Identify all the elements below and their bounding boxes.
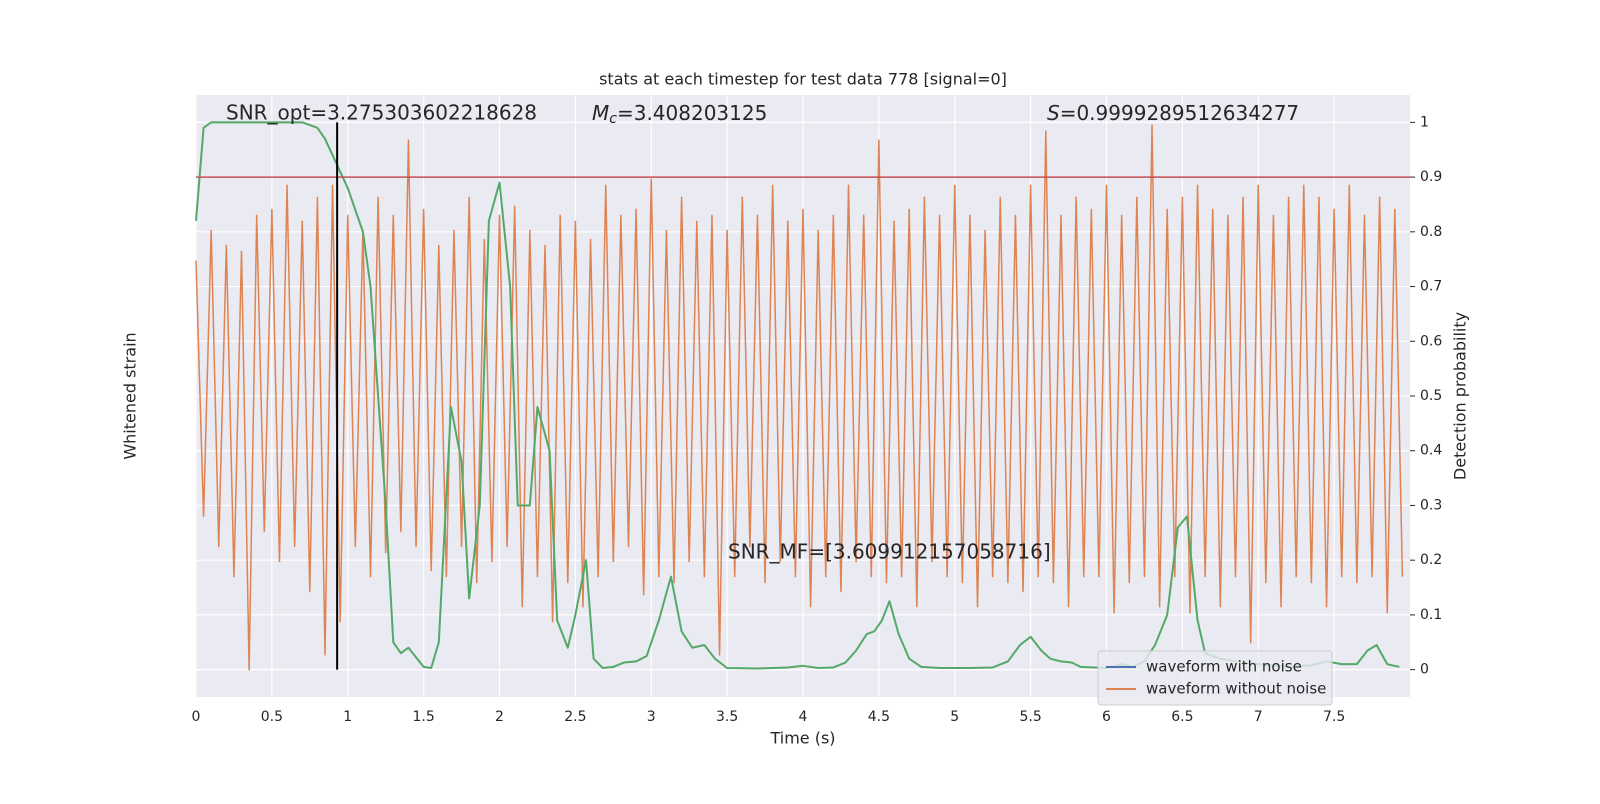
x-tick-label: 0.5: [261, 709, 283, 725]
legend-box: [1097, 650, 1333, 706]
annotation: SNR_opt=3.275303602218628: [226, 101, 537, 125]
y2-tick-label: 0: [1420, 662, 1429, 678]
y2-tick-label: 0.9: [1420, 169, 1442, 185]
x-tick-label: 1.5: [412, 709, 434, 725]
x-tick-label: 0: [192, 709, 201, 725]
x-tick-label: 7.5: [1323, 709, 1345, 725]
annotation-part: S: [1047, 101, 1060, 125]
line-series: [195, 124, 1404, 671]
x-tick-label: 6: [1102, 709, 1111, 725]
annotation-part: c: [609, 111, 617, 127]
x-tick-label: 1: [343, 709, 352, 725]
annotation-part: M: [592, 101, 609, 125]
annotation: Mc=3.408203125: [592, 101, 767, 128]
annotation: S=0.9999289512634277: [1047, 101, 1299, 125]
y2-tick-label: 1: [1420, 114, 1429, 130]
x-tick-label: 3: [647, 709, 656, 725]
y2-tick-label: 0.3: [1420, 497, 1442, 513]
x-tick-label: 2.5: [564, 709, 586, 725]
y2-tick-label: 0.7: [1420, 279, 1442, 295]
legend: waveform with noise waveform without nois…: [1097, 650, 1333, 706]
annotation: SNR_MF=[3.609912157058716]: [728, 540, 1051, 564]
marks: [195, 121, 1410, 671]
legend-label: waveform with noise: [1146, 658, 1302, 676]
y2-tick-label: 0.5: [1420, 388, 1442, 404]
y2-tick-label: 0.1: [1420, 607, 1442, 623]
legend-label: waveform without noise: [1146, 680, 1326, 698]
line-series: [195, 121, 1400, 670]
x-tick-label: 6.5: [1171, 709, 1193, 725]
x-tick-label: 4: [799, 709, 808, 725]
y2-axis-label: Detection probability: [1451, 312, 1470, 480]
chart-title: stats at each timestep for test data 778…: [599, 70, 1007, 89]
x-tick-label: 5.5: [1019, 709, 1041, 725]
annotation-part: =0.9999289512634277: [1060, 101, 1299, 125]
x-tick-label: 7: [1254, 709, 1263, 725]
x-tick-label: 4.5: [868, 709, 890, 725]
x-tick-label: 2: [495, 709, 504, 725]
x-axis-label: Time (s): [769, 729, 835, 748]
y2-tick-label: 0.2: [1420, 552, 1442, 568]
x-tick-label: 5: [950, 709, 959, 725]
y-axis-label: Whitened strain: [121, 332, 140, 459]
x-tick-label: 3.5: [716, 709, 738, 725]
annotation-part: =3.408203125: [617, 101, 767, 125]
y2-tick-label: 0.6: [1420, 333, 1442, 349]
y2-tick-label: 0.4: [1420, 443, 1442, 459]
y2-tick-label: 0.8: [1420, 224, 1442, 240]
